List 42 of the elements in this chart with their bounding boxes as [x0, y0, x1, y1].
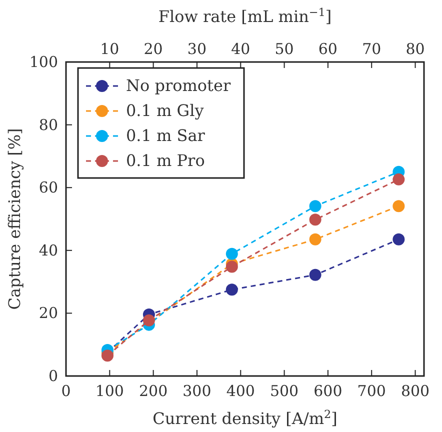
point	[309, 268, 322, 281]
x-tick-label: 800	[400, 382, 430, 400]
x-tick-label: 400	[226, 382, 255, 400]
y-tick-label: 80	[38, 116, 58, 134]
x2-tick-label: 70	[362, 40, 382, 58]
point	[309, 200, 322, 212]
x2-tick-label: 80	[406, 40, 425, 58]
point	[392, 233, 405, 246]
point	[142, 314, 155, 326]
x-tick-label: 700	[357, 382, 386, 400]
point	[101, 350, 114, 362]
y-tick-label: 60	[38, 178, 58, 197]
x-tick-label: 300	[182, 382, 212, 400]
y-tick-label: 100	[29, 53, 58, 71]
x-axis-title: Current density [A/m$^{2}$]	[152, 408, 338, 428]
legend-label: No promoter	[126, 76, 231, 95]
point	[309, 233, 322, 246]
x2-tick-label: 30	[187, 40, 207, 58]
point	[309, 214, 322, 226]
x-tick-label: 600	[314, 382, 342, 400]
y-tick-label: 0	[48, 367, 58, 385]
x-tick-label: 500	[270, 382, 299, 400]
x2-tick-label: 20	[144, 40, 163, 58]
x2-tick-label: 60	[318, 40, 338, 58]
legend-label: 0.1 m Sar	[126, 126, 206, 145]
y-tick-label: 20	[38, 304, 58, 322]
point	[226, 260, 238, 273]
y-tick-label: 40	[38, 241, 58, 260]
x-tick-label: 100	[95, 382, 124, 400]
x2-axis-title: Flow rate [mL min$^{−1}$]	[158, 6, 332, 26]
legend-label: 0.1 m Pro	[126, 151, 205, 170]
point	[392, 200, 405, 212]
point	[226, 284, 238, 296]
legend-label: 0.1 m Gly	[126, 101, 204, 120]
x-tick-label: 0	[61, 382, 71, 400]
x2-tick-label: 10	[100, 40, 120, 58]
y-axis-title: Capture efficiency [%]	[5, 128, 24, 310]
x-tick-label: 200	[138, 382, 168, 400]
point	[392, 173, 405, 186]
x2-tick-label: 50	[274, 40, 294, 58]
point	[226, 248, 238, 260]
x2-tick-label: 40	[231, 40, 250, 58]
